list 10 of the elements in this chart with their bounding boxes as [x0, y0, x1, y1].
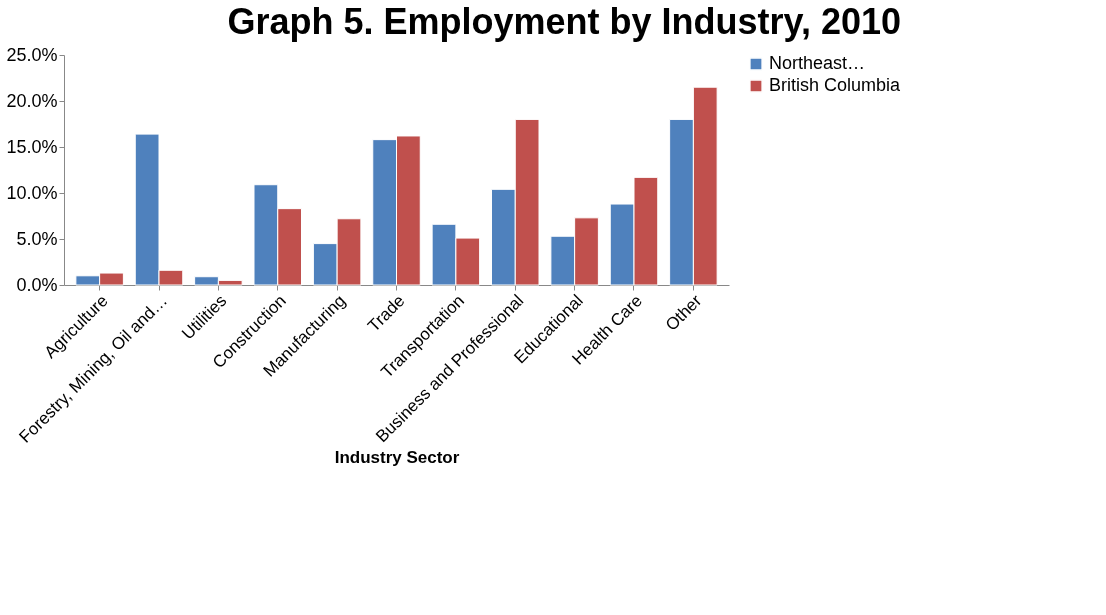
- chart-title: Graph 5. Employment by Industry, 2010: [227, 1, 901, 42]
- legend-label: British Columbia: [769, 75, 902, 95]
- y-tick-label: 15.0%: [6, 136, 58, 157]
- y-tick-label: 20.0%: [6, 90, 58, 111]
- y-tick-label: 0.0%: [16, 274, 58, 295]
- x-axis-title: Industry Sector: [334, 447, 460, 467]
- y-tick-label: 10.0%: [6, 182, 58, 203]
- legend-label: Northeast…: [769, 53, 866, 73]
- y-tick-label: 25.0%: [6, 44, 58, 65]
- y-tick-label: 5.0%: [16, 228, 58, 249]
